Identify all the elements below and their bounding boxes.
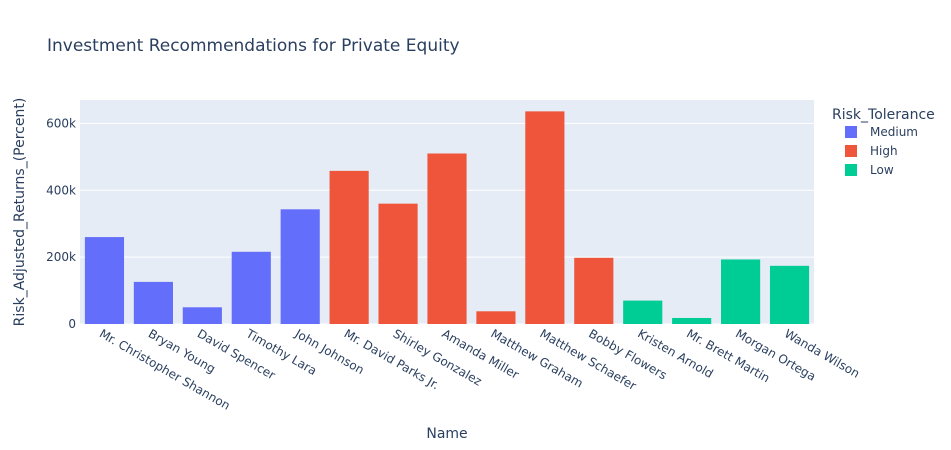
legend-swatch [845,164,857,176]
legend-title: Risk_Tolerance [832,107,935,123]
legend-swatch [845,126,857,138]
bar [280,209,320,324]
bar [329,170,369,324]
y-tick-label: 400k [46,183,76,197]
x-axis-title: Name [426,426,467,442]
y-tick-label: 600k [46,116,76,130]
bar [84,237,125,324]
bars [84,111,810,325]
bar [769,265,810,324]
bar [721,259,761,324]
bar [231,251,271,324]
bar [378,203,418,324]
legend-label: Low [870,163,894,177]
legend-swatch [845,145,857,157]
y-tick-label: 0 [68,317,76,331]
legend-label: High [870,144,898,158]
legend-label: Medium [870,125,918,139]
chart-title: Investment Recommendations for Private E… [47,36,460,56]
bar [182,307,222,324]
legend: Medium High Low [845,125,918,177]
bar [574,257,614,324]
bar [427,153,467,324]
bar [623,300,663,324]
x-tick-label: Mr. Brett Martin [684,326,772,385]
bar [525,111,565,325]
bar [133,281,173,324]
y-axis-title: Risk_Adjusted_Returns_(Percent) [12,98,28,327]
bar [672,317,712,324]
y-tick-label: 200k [46,250,76,264]
y-axis-ticks: 0 200k 400k 600k [46,116,76,331]
bar [476,311,516,324]
